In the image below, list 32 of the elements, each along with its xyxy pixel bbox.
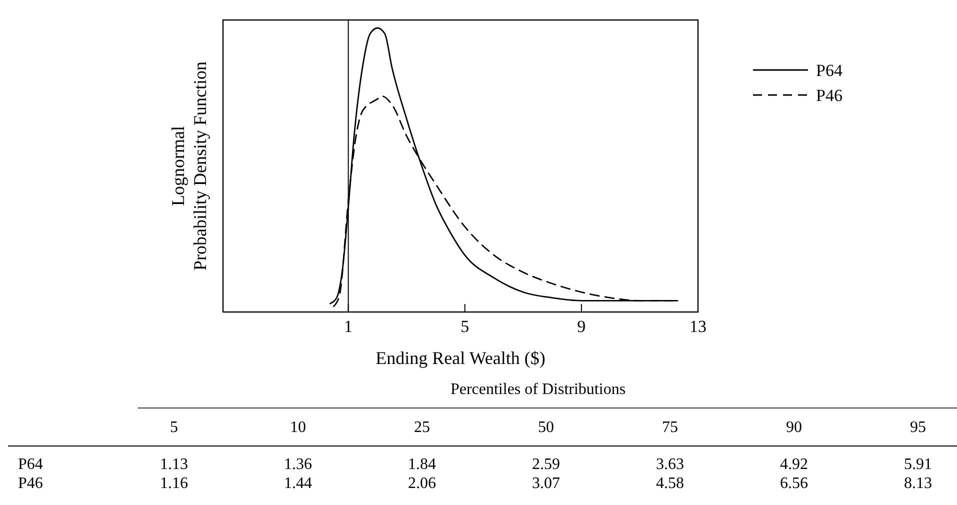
category-label: 95 <box>910 419 926 436</box>
text: Percentiles of Distributions <box>450 381 626 398</box>
category-label: 10 <box>290 419 306 436</box>
data-label: 1.44 <box>284 475 312 492</box>
x-tick-label: 9 <box>577 317 586 336</box>
category-label: 75 <box>662 419 678 436</box>
category-label: 25 <box>414 419 430 436</box>
x-axis-title: Ending Real Wealth ($) <box>376 348 546 368</box>
category-label: 90 <box>786 419 802 436</box>
data-label: 2.59 <box>532 456 560 473</box>
legend-label: P46 <box>816 86 842 105</box>
x-tick-label: 13 <box>690 317 706 336</box>
x-tick-label: 5 <box>460 317 470 336</box>
data-label: 2.06 <box>408 475 436 492</box>
data-label: 3.63 <box>656 456 684 473</box>
legend-label: P64 <box>816 61 843 80</box>
y-axis-title: Lognormal Probability Density Function <box>168 62 210 270</box>
data-label: 8.13 <box>904 475 932 492</box>
category-label: 5 <box>170 419 178 436</box>
data-label: 1.13 <box>160 456 188 473</box>
data-label: 4.92 <box>780 456 808 473</box>
data-label: 4.58 <box>656 475 684 492</box>
text: P46 <box>18 475 43 492</box>
data-label: 1.16 <box>160 475 188 492</box>
x-tick-label: 1 <box>344 317 353 336</box>
data-label: 1.84 <box>408 456 436 473</box>
data-label: 1.36 <box>284 456 312 473</box>
data-label: 6.56 <box>780 475 808 492</box>
category-label: 50 <box>538 419 554 436</box>
data-label: 3.07 <box>532 475 560 492</box>
data-label: 5.91 <box>904 456 932 473</box>
text: P64 <box>18 456 43 473</box>
